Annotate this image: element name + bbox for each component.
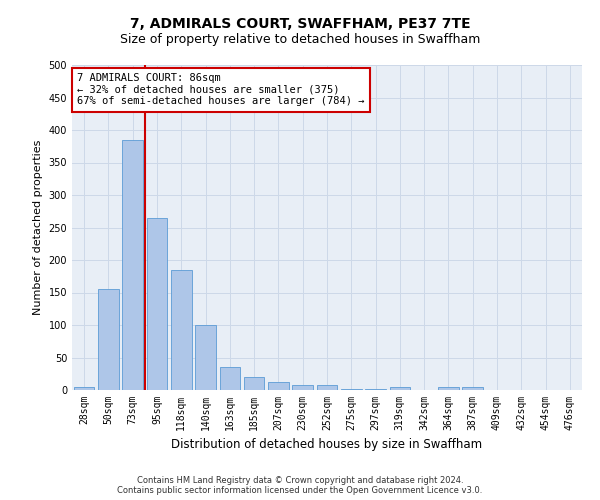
Bar bbox=[195, 325, 216, 390]
Bar bbox=[292, 385, 313, 390]
Bar bbox=[438, 387, 459, 390]
Bar bbox=[146, 218, 167, 390]
Bar bbox=[389, 387, 410, 390]
Text: 7, ADMIRALS COURT, SWAFFHAM, PE37 7TE: 7, ADMIRALS COURT, SWAFFHAM, PE37 7TE bbox=[130, 18, 470, 32]
Bar bbox=[341, 388, 362, 390]
Bar bbox=[463, 387, 483, 390]
Bar bbox=[244, 377, 265, 390]
Bar bbox=[220, 367, 240, 390]
X-axis label: Distribution of detached houses by size in Swaffham: Distribution of detached houses by size … bbox=[172, 438, 482, 452]
Bar bbox=[171, 270, 191, 390]
Bar bbox=[74, 387, 94, 390]
Text: Size of property relative to detached houses in Swaffham: Size of property relative to detached ho… bbox=[120, 32, 480, 46]
Y-axis label: Number of detached properties: Number of detached properties bbox=[33, 140, 43, 315]
Text: 7 ADMIRALS COURT: 86sqm
← 32% of detached houses are smaller (375)
67% of semi-d: 7 ADMIRALS COURT: 86sqm ← 32% of detache… bbox=[77, 73, 365, 106]
Bar bbox=[317, 385, 337, 390]
Bar bbox=[365, 388, 386, 390]
Bar bbox=[122, 140, 143, 390]
Text: Contains HM Land Registry data © Crown copyright and database right 2024.
Contai: Contains HM Land Registry data © Crown c… bbox=[118, 476, 482, 495]
Bar bbox=[98, 289, 119, 390]
Bar bbox=[268, 382, 289, 390]
